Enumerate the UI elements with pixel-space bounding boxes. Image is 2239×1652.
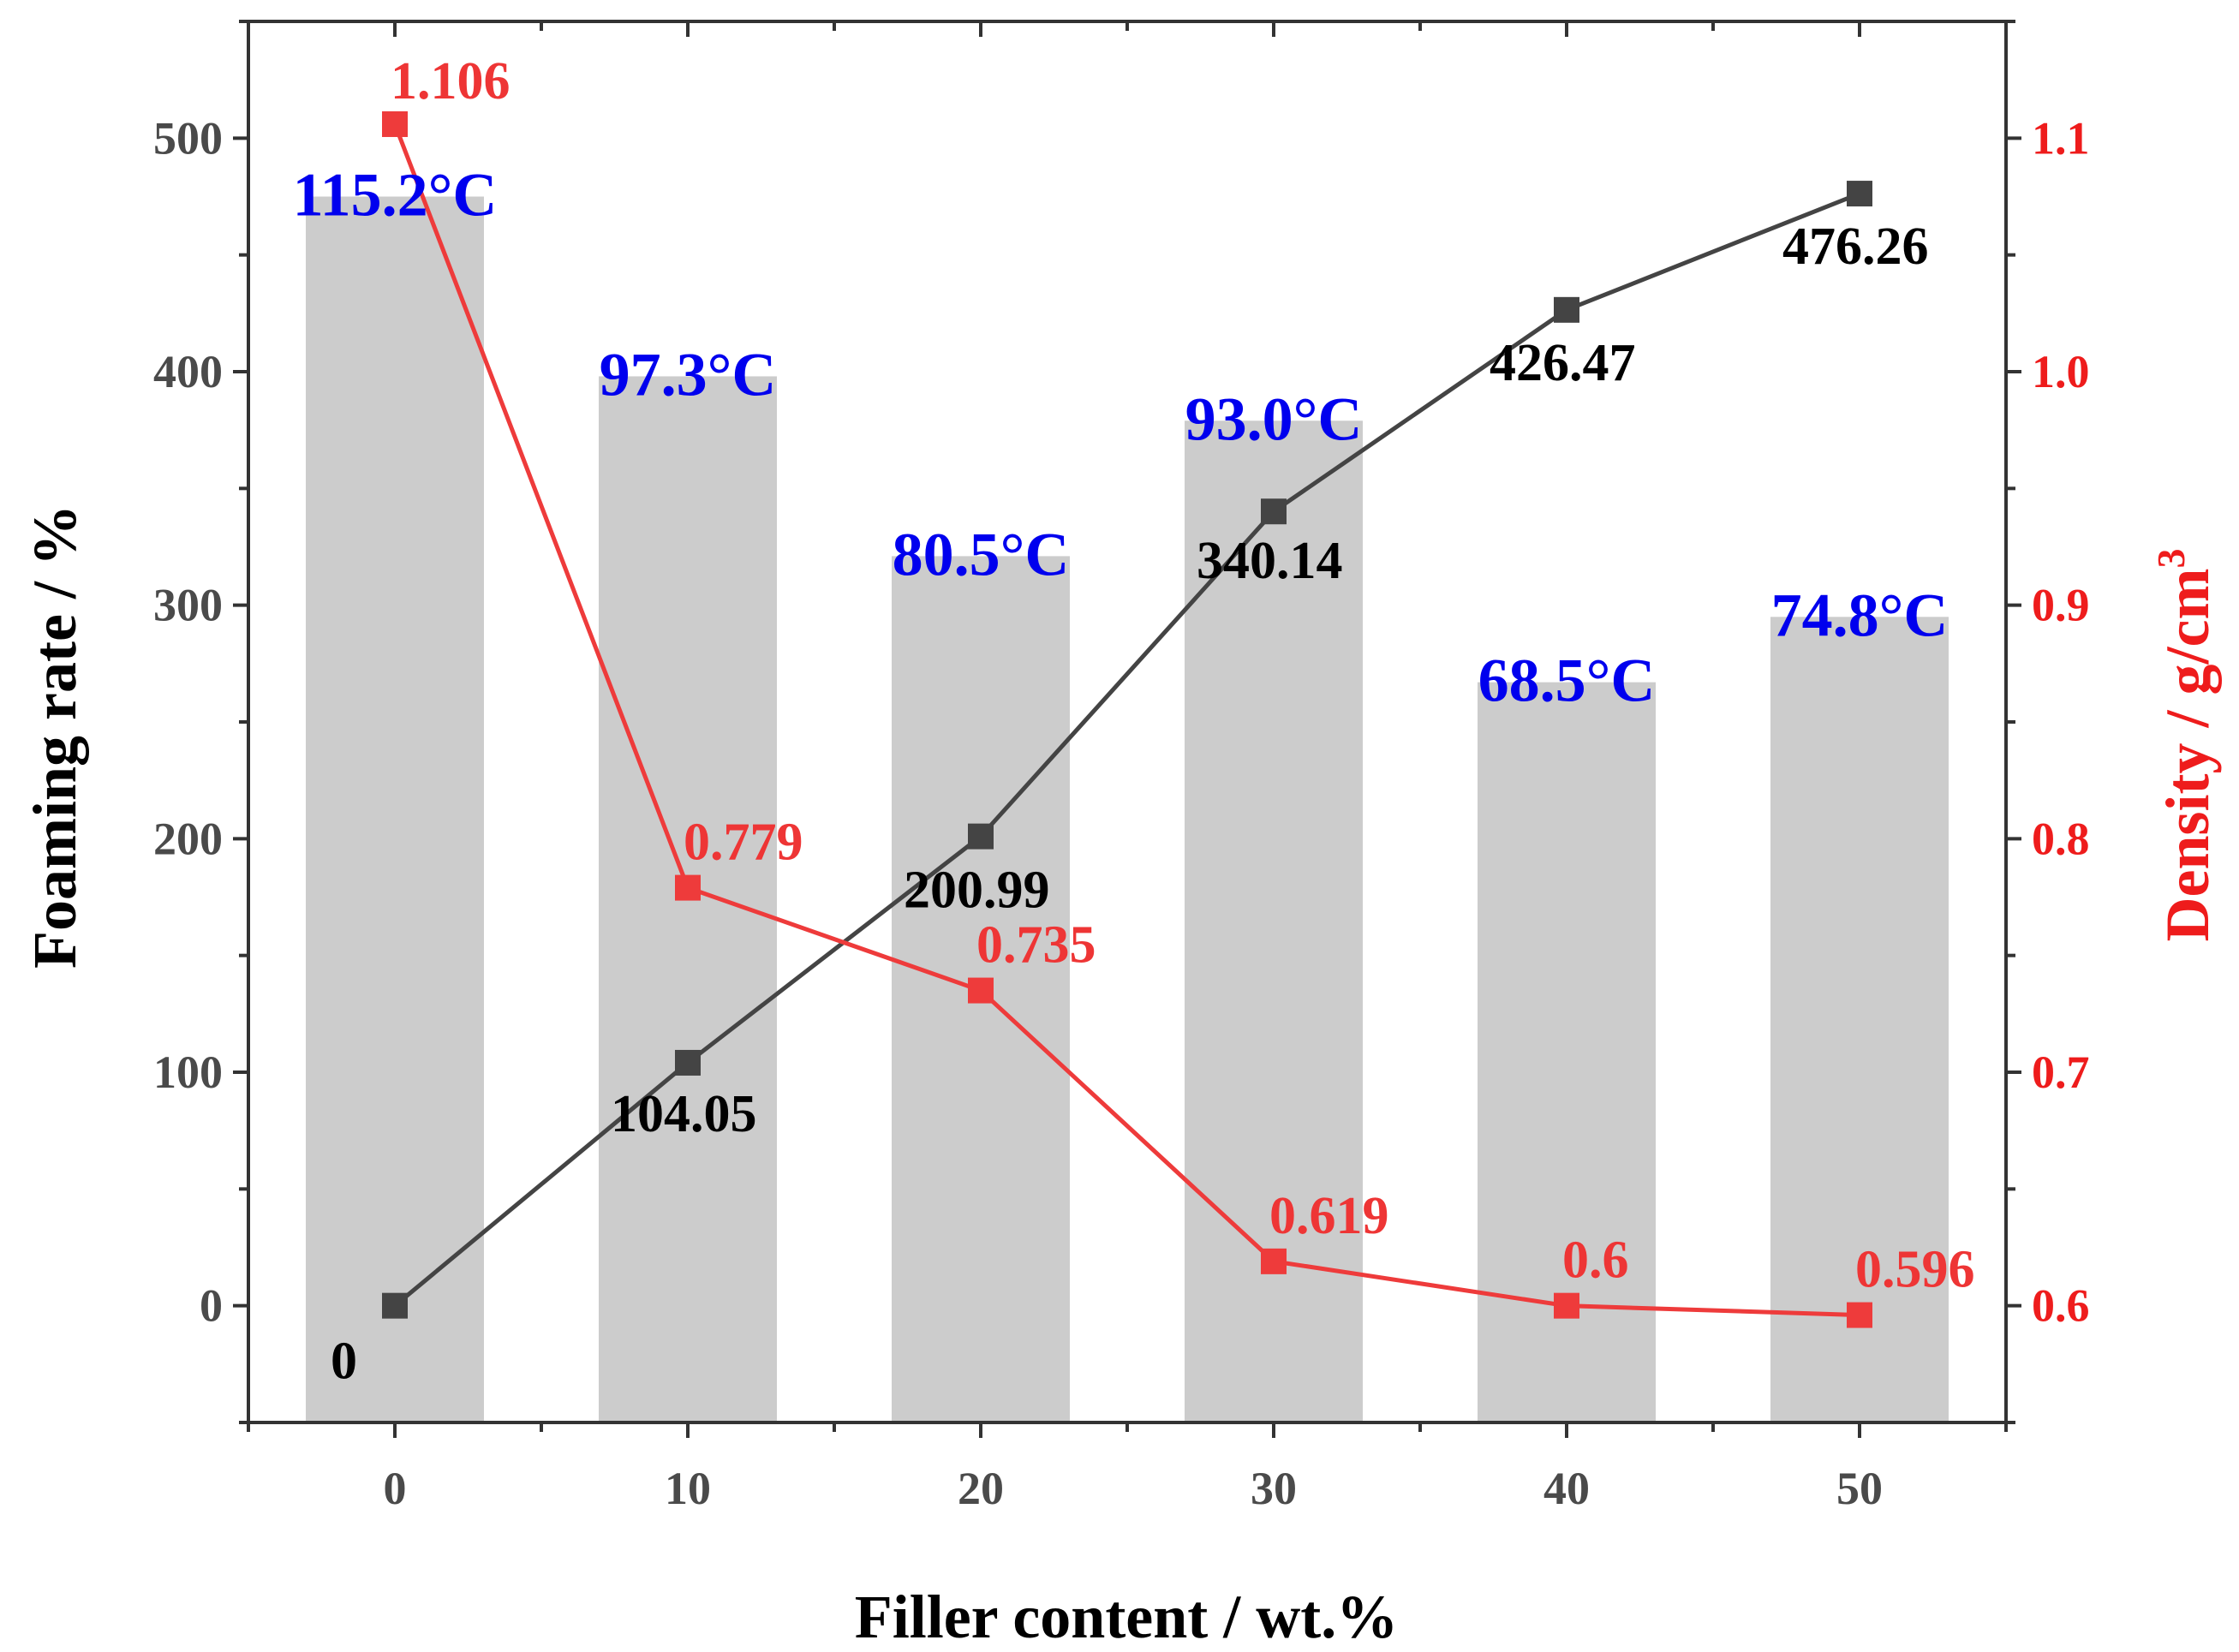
y-left-tick-label: 200 bbox=[153, 813, 223, 864]
y-left-tick-label: 100 bbox=[153, 1047, 223, 1098]
bar-labels-layer: 115.2°C 97.3°C 80.5°C 93.0°C 68.5°C 74.8°C bbox=[293, 161, 1949, 715]
temperature-bar-label: 115.2°C bbox=[293, 161, 498, 230]
density-line-layer bbox=[382, 110, 1872, 1328]
y-axis-right-title-sup: 3 bbox=[2149, 549, 2193, 569]
y-left-tick-label: 0 bbox=[200, 1280, 223, 1332]
density-value-label: 1.106 bbox=[391, 52, 510, 110]
foaming-rate-marker bbox=[1847, 181, 1872, 207]
foaming-rate-marker bbox=[968, 823, 994, 850]
foaming-rate-marker bbox=[1554, 296, 1579, 323]
density-marker bbox=[968, 977, 994, 1004]
density-marker bbox=[675, 874, 701, 901]
foaming-rate-marker bbox=[382, 1292, 408, 1319]
x-tick-label: 40 bbox=[1543, 1463, 1590, 1514]
density-marker bbox=[1847, 1302, 1872, 1328]
bars-layer bbox=[306, 196, 1949, 1422]
foaming-rate-value-label: 200.99 bbox=[904, 862, 1050, 920]
foaming-rate-marker bbox=[675, 1049, 701, 1076]
temperature-bar-label: 93.0°C bbox=[1185, 385, 1363, 453]
foaming-rate-value-label: 426.47 bbox=[1490, 334, 1636, 392]
x-tick-label: 30 bbox=[1251, 1463, 1297, 1514]
density-marker bbox=[1261, 1248, 1287, 1274]
foaming-rate-value-label: 0 bbox=[331, 1333, 357, 1391]
y-axis-left-title: Foaming rate / % bbox=[21, 504, 89, 969]
y-left-tick-label: 400 bbox=[153, 346, 223, 397]
y-right-tick-label: 1.1 bbox=[2032, 112, 2090, 164]
y-left-tick-label: 500 bbox=[153, 112, 223, 164]
density-value-label: 0.735 bbox=[976, 916, 1096, 975]
y-right-tick-label: 0.9 bbox=[2032, 580, 2090, 631]
temperature-bar-label: 68.5°C bbox=[1478, 647, 1656, 715]
foaming-rate-line bbox=[393, 191, 1860, 1308]
y-right-tick-label: 0.7 bbox=[2032, 1047, 2090, 1098]
density-marker bbox=[382, 110, 408, 137]
density-value-label: 0.596 bbox=[1855, 1241, 1975, 1299]
y-axis-right-title-text: Density / g/cm bbox=[2153, 569, 2222, 942]
temperature-bar bbox=[1770, 617, 1949, 1422]
temperature-bar-label: 74.8°C bbox=[1771, 581, 1949, 649]
density-value-label: 0.619 bbox=[1269, 1187, 1389, 1245]
foaming-rate-marker bbox=[1261, 498, 1287, 525]
point-labels-layer: 0 104.05 200.99 340.14 426.47 476.26 1.106 0.77… bbox=[331, 52, 1975, 1391]
temperature-bar-label: 80.5°C bbox=[893, 520, 1070, 588]
y-right-tick-label: 0.8 bbox=[2032, 813, 2090, 864]
y-left-tick-label: 300 bbox=[153, 580, 223, 631]
x-tick-label: 10 bbox=[665, 1463, 711, 1514]
x-tick-label: 0 bbox=[384, 1463, 407, 1514]
axes-layer: 0 10 20 30 40 5001002003004005000.60.70.80.91… bbox=[153, 20, 2090, 1514]
density-value-label: 0.6 bbox=[1562, 1232, 1629, 1290]
density-value-label: 0.779 bbox=[684, 814, 803, 872]
foaming-rate-value-label: 340.14 bbox=[1197, 532, 1343, 590]
temperature-bar-label: 97.3°C bbox=[600, 340, 777, 409]
y-right-tick-label: 0.6 bbox=[2032, 1280, 2090, 1332]
x-tick-label: 50 bbox=[1836, 1463, 1883, 1514]
y-axis-right-title: Density / g/cm3 bbox=[2149, 549, 2222, 942]
temperature-bar bbox=[306, 196, 484, 1422]
density-line bbox=[392, 123, 1860, 1318]
density-marker bbox=[1554, 1292, 1579, 1319]
foam-line-layer bbox=[382, 181, 1872, 1319]
x-axis-title: Filler content / wt.% bbox=[855, 1583, 1399, 1651]
x-tick-label: 20 bbox=[958, 1463, 1004, 1514]
foaming-rate-value-label: 104.05 bbox=[611, 1085, 757, 1143]
plot-frame bbox=[247, 20, 2008, 1424]
y-right-tick-label: 1.0 bbox=[2032, 346, 2090, 397]
foaming-rate-value-label: 476.26 bbox=[1782, 218, 1929, 276]
